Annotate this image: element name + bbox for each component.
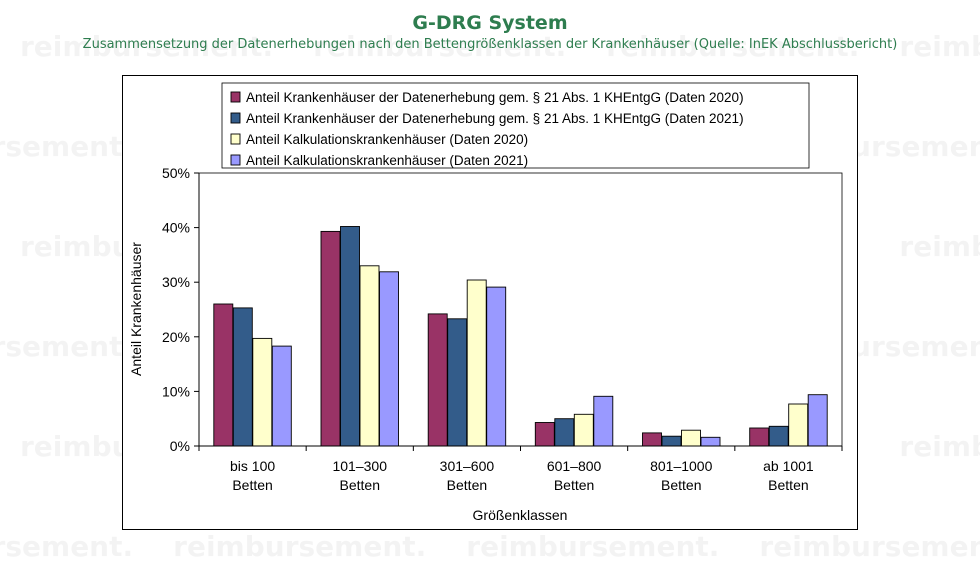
x-tick-label: ab 1001: [763, 458, 814, 474]
legend-swatch: [230, 91, 241, 103]
x-tick-label: Betten: [661, 477, 701, 493]
bar-series-2: [232, 307, 253, 447]
bar-series-2: [768, 425, 789, 447]
bar-series-2: [340, 226, 360, 447]
x-tick-label: Betten: [768, 477, 808, 493]
legend-swatch: [230, 112, 241, 124]
bar-series-4: [700, 436, 721, 447]
bar-series-4: [379, 271, 399, 447]
watermark-text: reimbursement.: [0, 530, 133, 563]
watermark-text: reimbursement.: [899, 30, 980, 63]
watermark-text: reimbursement.: [313, 30, 566, 63]
legend-label: Anteil Krankenhäuser der Datenerhebung g…: [246, 90, 744, 105]
y-tick-label: 40%: [162, 220, 190, 236]
x-tick-label: 101–300: [332, 458, 387, 474]
x-tick-label: Betten: [340, 477, 380, 493]
x-tick-label: 301–600: [440, 458, 495, 474]
x-tick-label: Betten: [554, 477, 594, 493]
watermark-text: reimbursement.: [606, 30, 859, 63]
bar-series-1: [534, 422, 555, 447]
bar-series-1: [427, 313, 448, 447]
bar-series-2: [661, 435, 682, 447]
bar-series-1: [749, 427, 770, 447]
bar-series-4: [807, 394, 828, 447]
bar-series-2: [447, 318, 468, 447]
x-tick-label: Betten: [447, 477, 487, 493]
watermark-text: reimbursement.: [0, 330, 133, 363]
x-axis-label: Größenklassen: [473, 507, 568, 523]
bar-chart: 0% 10% 20% 30% 40% 50% bis 100 Betten 101–300 Be…: [128, 82, 843, 523]
y-tick-label: 10%: [162, 383, 190, 399]
watermark-row: reimbursement. reimbursement. reimbursemen…: [20, 30, 980, 63]
bar-series-4: [271, 345, 292, 447]
bar-series-3: [573, 413, 594, 447]
y-tick-label: 20%: [162, 329, 190, 345]
watermark-text: reimbursement.: [0, 130, 133, 163]
watermark-text: reimbursement.: [173, 530, 426, 563]
bar-series-1: [320, 230, 341, 447]
watermark-text: reimbursement.: [899, 230, 980, 263]
bar-series-3: [788, 403, 809, 447]
legend-label: Anteil Krankenhäuser der Datenerhebung g…: [246, 111, 744, 126]
bar-series-4: [486, 286, 507, 447]
bar-series-3: [681, 429, 701, 447]
watermark-row: reimbursement. reimbursement. reimbursemen…: [0, 530, 980, 563]
legend-box: [221, 82, 810, 169]
y-tick-label: 0%: [170, 438, 190, 454]
bar-series-3: [466, 279, 487, 447]
x-tick-label: 601–800: [547, 458, 602, 474]
page-title: G-DRG System: [412, 12, 568, 34]
x-tick-label: 801–1000: [650, 458, 713, 474]
bar-series-2: [554, 418, 575, 447]
y-tick-label: 50%: [162, 165, 190, 181]
bar-series-1: [213, 303, 234, 447]
watermark-text: reimbursement.: [20, 30, 273, 63]
bar-series-3: [252, 337, 273, 447]
bar-series-4: [593, 395, 614, 447]
legend-swatch: [230, 154, 241, 166]
legend-label: Anteil Kalkulationskrankenhäuser (Daten …: [246, 132, 528, 147]
legend: Anteil Krankenhäuser der Datenerhebung g…: [221, 82, 810, 169]
page-subtitle: Zusammensetzung der Datenerhebungen nach…: [82, 37, 898, 52]
bar-series-1: [642, 432, 662, 447]
plot-area: [198, 172, 843, 447]
y-axis-label: Anteil Krankenhäuser: [128, 242, 144, 376]
legend-swatch: [230, 133, 241, 145]
watermark-text: reimbursement.: [899, 430, 980, 463]
x-tick-label: Betten: [232, 477, 272, 493]
legend-label: Anteil Kalkulationskrankenhäuser (Daten …: [246, 153, 528, 168]
bar-series-3: [359, 265, 380, 447]
x-tick-label: bis 100: [230, 458, 275, 474]
watermark-text: reimbursement.: [759, 530, 980, 563]
y-tick-label: 30%: [162, 274, 190, 290]
watermark-text: reimbursement.: [466, 530, 719, 563]
